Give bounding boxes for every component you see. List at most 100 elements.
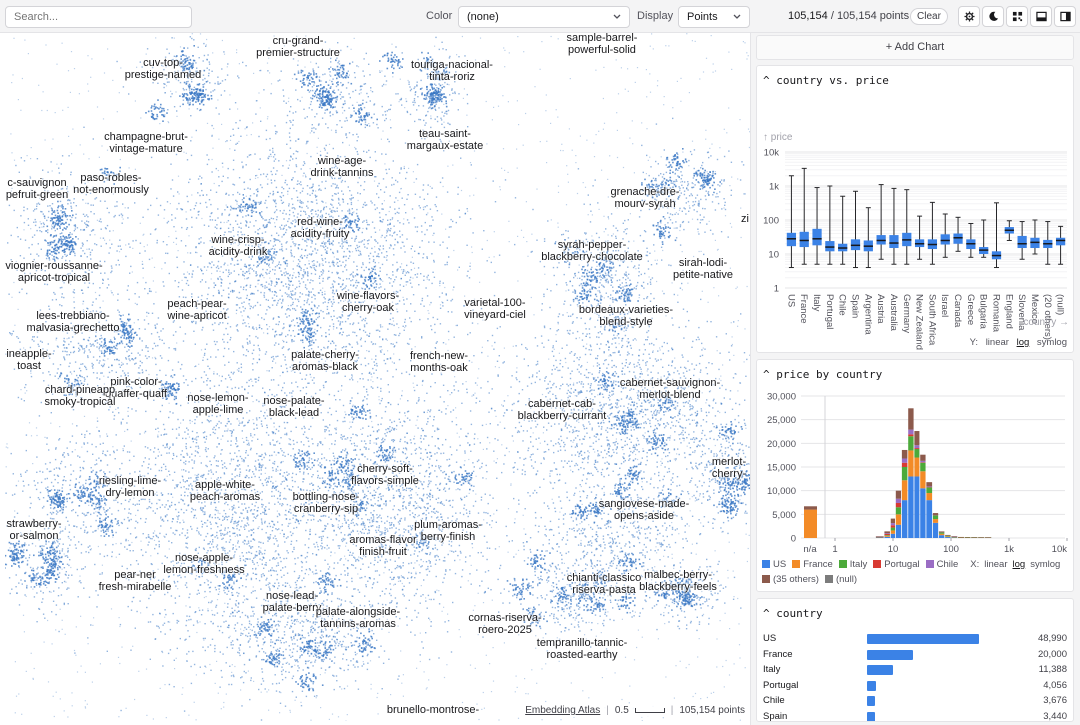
histogram-bar-segment	[933, 519, 938, 523]
x-tick-label: n/a	[803, 544, 817, 555]
cluster-label: grenache-dre-mourv-syrah	[610, 187, 679, 210]
legend-item[interactable]: Chile	[926, 557, 959, 572]
bottom-panel-button[interactable]	[1030, 6, 1052, 27]
scale-option-symlog[interactable]: symlog	[1030, 559, 1060, 570]
legend-label: Portugal	[884, 559, 919, 570]
scale-option-linear[interactable]: linear	[986, 337, 1009, 348]
cluster-label: lees-trebbiano-malvasia-grechetto	[27, 311, 120, 334]
histogram-bar-segment	[891, 528, 895, 531]
cluster-label: nose-lead-palate-berry	[263, 591, 322, 614]
histogram-bar-segment	[914, 458, 919, 477]
add-chart-button[interactable]: + Add Chart	[756, 35, 1074, 60]
chart-title[interactable]: ^ country	[763, 607, 823, 620]
color-select-value: (none)	[467, 11, 499, 23]
scale-bar	[635, 708, 665, 713]
clear-button[interactable]: Clear	[910, 8, 948, 25]
country-bar[interactable]	[867, 681, 876, 691]
map-footer: Embedding Atlas | 0.5 | 105,154 points	[522, 704, 748, 717]
cluster-label: red-wine-acidity-fruity	[291, 217, 350, 240]
x-tick-label: Australia	[888, 294, 899, 332]
cluster-label: zi	[741, 214, 749, 226]
box	[953, 234, 962, 244]
histogram-bar-segment	[920, 463, 925, 472]
cluster-label: strawberry-or-salmon	[6, 519, 61, 542]
histogram-bar-segment	[926, 482, 932, 486]
embedding-atlas-link[interactable]: Embedding Atlas	[525, 705, 600, 716]
country-row[interactable]: Portugal 4,056	[763, 678, 1069, 693]
color-select[interactable]: (none)	[458, 6, 630, 28]
display-select-value: Points	[687, 11, 718, 23]
country-bar[interactable]	[867, 696, 875, 706]
y-tick-label: 0	[791, 534, 796, 545]
x-tick-label: France	[798, 294, 809, 324]
scale-option-log[interactable]: log	[1013, 559, 1026, 570]
grid-view-button[interactable]	[1006, 6, 1028, 27]
legend-item[interactable]: Portugal	[873, 557, 919, 572]
x-tick-label: New Zealand	[914, 294, 925, 350]
cluster-label: brunello-montrose-	[387, 705, 479, 717]
cluster-label: sample-barrel-powerful-solid	[567, 33, 638, 56]
legend-item[interactable]: France	[792, 557, 833, 572]
legend-swatch	[873, 560, 881, 568]
x-tick-label: Portugal	[824, 294, 835, 329]
chevron-up-icon[interactable]: ^	[763, 607, 770, 620]
y-tick-label: 30,000	[767, 392, 796, 403]
cluster-label: palate-alongside-tannins-aromas	[316, 607, 400, 630]
cluster-label: plum-aromas-berry-finish	[414, 520, 482, 543]
x-tick-label: 1	[832, 544, 837, 555]
country-row[interactable]: France 20,000	[763, 647, 1069, 662]
point-count: 105,154 / 105,154 points	[788, 10, 909, 22]
display-select[interactable]: Points	[678, 6, 750, 28]
selected-count: 105,154	[788, 10, 828, 22]
search-input[interactable]	[5, 6, 192, 28]
moon-icon	[988, 11, 999, 22]
country-row[interactable]: Italy 11,388	[763, 662, 1069, 677]
x-tick-label: 10	[888, 544, 899, 555]
country-row[interactable]: Spain 3,440	[763, 709, 1069, 722]
histogram-bar-segment	[896, 514, 901, 524]
histogram-bar-segment	[951, 536, 957, 537]
cluster-label: aromas-flavor finish-fruit	[349, 535, 416, 558]
cluster-label: riesling-lime-dry-lemon	[99, 476, 161, 499]
histogram-bar-segment	[965, 537, 971, 538]
legend-item[interactable]: (35 others)	[762, 572, 819, 587]
legend-item[interactable]: (null)	[825, 572, 857, 587]
settings-button[interactable]	[958, 6, 980, 27]
theme-toggle-button[interactable]	[982, 6, 1004, 27]
country-row[interactable]: Chile 3,676	[763, 693, 1069, 708]
country-count: 20,000	[1038, 649, 1067, 660]
cluster-label: cherry-soft-flavors-simple	[351, 464, 419, 487]
cluster-label: french-new-months-oak	[410, 351, 468, 374]
cluster-label: viognier-roussanne-apricot-tropical	[5, 261, 102, 284]
legend-item[interactable]: US	[762, 557, 786, 572]
x-tick-label: Chile	[837, 294, 848, 316]
country-bar[interactable]	[867, 665, 893, 675]
toolbar: Color (none) Display Points 105,154 / 10…	[0, 0, 1080, 33]
scale-option-log[interactable]: log	[1017, 337, 1030, 348]
legend-label: (35 others)	[773, 574, 819, 585]
histogram-bar-segment	[908, 434, 913, 436]
histogram-bar-segment	[958, 537, 964, 538]
country-bar[interactable]	[867, 634, 979, 644]
histogram-bar-segment	[945, 535, 950, 536]
scale-option-symlog[interactable]: symlog	[1037, 337, 1067, 348]
x-tick-label: Romania	[991, 294, 1002, 333]
scale-option-linear[interactable]: linear	[984, 559, 1007, 570]
chevron-down-icon	[732, 10, 742, 24]
embedding-map[interactable]: cru-grand-premier-structure sample-barre…	[5, 33, 750, 721]
country-bar[interactable]	[867, 712, 875, 722]
y-tick-label: 100	[763, 216, 779, 227]
sidebar-toggle-button[interactable]	[1054, 6, 1076, 27]
y-tick-label: 1	[774, 284, 779, 295]
cluster-label: wine-crisp-acidity-drink	[209, 235, 268, 258]
histogram-bar-segment	[804, 506, 817, 509]
country-row[interactable]: US 48,990	[763, 631, 1069, 646]
cluster-label: touriga-nacional-tinta-roriz	[411, 60, 493, 83]
chart-title-text: country	[776, 607, 822, 620]
cluster-label: bordeaux-varieties-blend-style	[579, 305, 673, 328]
legend-item[interactable]: Italy	[839, 557, 867, 572]
country-bar[interactable]	[867, 650, 913, 660]
histogram-bar-segment	[902, 467, 908, 480]
y-tick-label: 10,000	[767, 486, 796, 497]
